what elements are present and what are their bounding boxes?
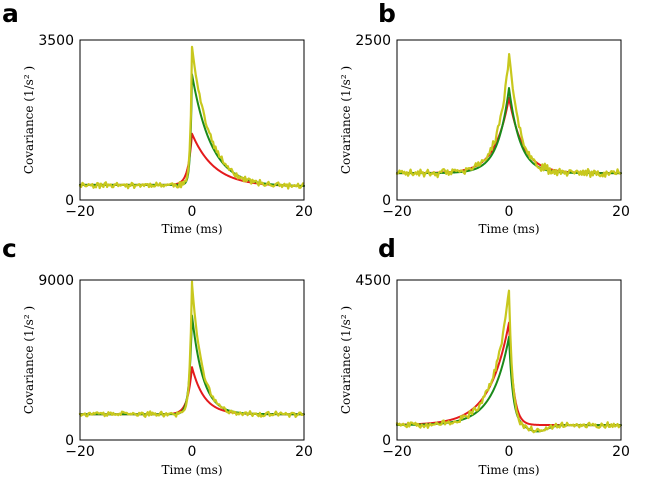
y-tick-top-b: 2500	[355, 33, 391, 49]
panel-b: b 2500 0 −20 0 20 Time (ms) Covariance (…	[339, 0, 630, 236]
series-line-olive-d	[395, 289, 622, 434]
x-axis-label-a: Time (ms)	[161, 222, 222, 236]
x-tick-left-b: −20	[382, 204, 412, 220]
y-tick-bottom-b: 0	[382, 193, 391, 209]
x-tick-left-d: −20	[382, 444, 412, 460]
x-axis-label-c: Time (ms)	[161, 463, 222, 477]
panel-a: a 3500 0 −20 0 20 Time (ms) Covariance (…	[2, 0, 313, 236]
y-axis-label-c: Covariance (1/s² )	[22, 306, 36, 414]
panel-c: c 9000 0 −20 0 20 Time (ms) Covariance (…	[2, 234, 313, 477]
y-axis-label-b: Covariance (1/s² )	[339, 66, 353, 174]
plot-frame-a	[79, 39, 305, 201]
y-tick-bottom-d: 0	[382, 433, 391, 449]
panel-letter-c: c	[2, 234, 17, 263]
x-tick-left-a: −20	[65, 204, 95, 220]
plot-area-c	[78, 280, 305, 418]
x-tick-mid-c: 0	[188, 444, 197, 460]
x-tick-left-c: −20	[65, 444, 95, 460]
series-line-green-d	[396, 335, 622, 433]
series-line-red-a	[79, 132, 305, 187]
series-line-olive-a	[78, 45, 305, 190]
panel-letter-b: b	[378, 0, 396, 28]
y-tick-top-d: 4500	[355, 273, 391, 289]
y-tick-top-c: 9000	[38, 273, 74, 289]
series-line-olive-c	[78, 280, 305, 418]
x-tick-right-d: 20	[612, 444, 630, 460]
series-line-olive-b	[395, 53, 622, 179]
x-tick-mid-b: 0	[505, 204, 514, 220]
x-tick-right-c: 20	[295, 444, 313, 460]
plot-area-a	[78, 45, 305, 190]
x-tick-right-b: 20	[612, 204, 630, 220]
x-tick-mid-a: 0	[188, 204, 197, 220]
plot-area-b	[395, 53, 622, 179]
x-axis-label-b: Time (ms)	[478, 222, 539, 236]
plot-frame-c	[79, 279, 305, 441]
y-axis-label-d: Covariance (1/s² )	[339, 306, 353, 414]
panel-letter-d: d	[378, 234, 396, 263]
series-line-red-b	[396, 96, 622, 175]
plot-area-d	[395, 289, 622, 434]
plot-frame-b	[396, 39, 622, 201]
y-tick-top-a: 3500	[38, 33, 74, 49]
y-tick-bottom-a: 0	[65, 193, 74, 209]
y-tick-bottom-c: 0	[65, 433, 74, 449]
panel-letter-a: a	[2, 0, 19, 28]
panel-d: d 4500 0 −20 0 20 Time (ms) Covariance (…	[339, 234, 630, 477]
y-axis-label-a: Covariance (1/s² )	[22, 66, 36, 174]
x-axis-label-d: Time (ms)	[478, 463, 539, 477]
x-tick-mid-d: 0	[505, 444, 514, 460]
x-tick-right-a: 20	[295, 204, 313, 220]
plot-frame-d	[396, 279, 622, 441]
series-line-red-c	[79, 366, 305, 416]
